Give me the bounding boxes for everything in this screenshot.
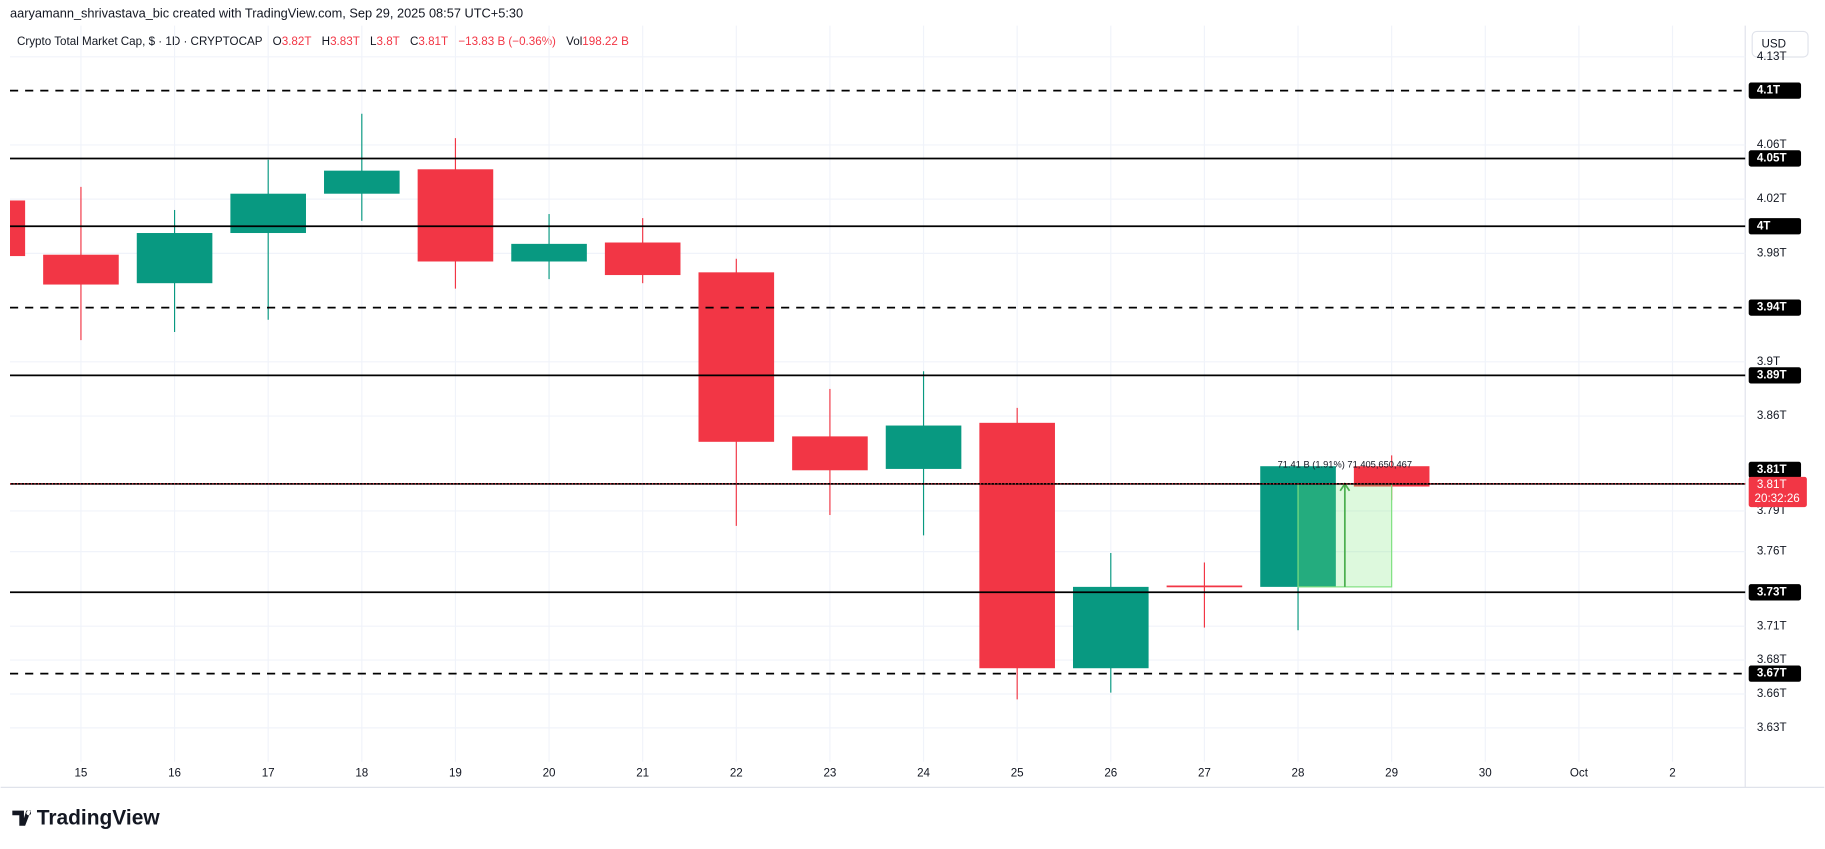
ohlc-key: H [322,35,330,48]
x-tick-label: 29 [1385,766,1398,779]
candle-body [511,243,587,262]
plot [10,113,1430,700]
y-tick-label: 3.63T [1757,721,1787,734]
candle-body [10,200,26,257]
y-tick-label: 4.02T [1757,192,1787,205]
x-tick-label: 25 [1011,766,1024,779]
candle-body [604,242,681,276]
candle-body [979,422,1055,669]
symbol: Crypto Total Market Cap, $ · 1D · CRYPTO… [17,35,263,48]
candle-body [230,193,306,234]
level-label-box [1748,82,1802,99]
ohlc-value: 3.82T [282,35,312,48]
level-label: 3.67T [1757,667,1787,680]
y-tick-label: 3.9T [1757,355,1780,368]
ohlc-key: C [410,35,418,48]
currency[interactable]: USD [1762,37,1787,50]
y-tick-label: 3.79T [1757,504,1787,517]
ohlc-value: 3.8T [377,35,400,48]
level-label: 3.89T [1757,368,1787,381]
candle-body [136,233,213,284]
y-tick-label: 3.76T [1757,545,1787,558]
logo-mark [12,810,31,826]
x-tick-label: 28 [1292,766,1305,779]
x-tick-label: 23 [823,766,836,779]
candle-body [1166,585,1243,588]
candle-body [1072,586,1149,669]
candle-body [417,169,494,262]
y-tick-label: 3.71T [1757,619,1787,632]
ohlc-key: O [273,35,282,48]
ohlc-value: 3.81T [418,35,448,48]
y-tick-label: 4.06T [1757,138,1787,151]
x-tick-label: 26 [1104,766,1117,779]
level-label-box [1748,367,1802,384]
level-label-box [1748,150,1802,167]
measure-label: 71.41 B (1.91%) 71,405,650,467 [1278,460,1412,470]
x-tick-label: 22 [730,766,743,779]
candle-body [1353,466,1430,487]
volume-key: Vol [566,35,582,48]
candle-body [885,425,962,469]
level-label: 4.1T [1757,84,1780,97]
candle-body [698,272,775,442]
level-label: 4T [1757,219,1771,232]
x-tick-label: 16 [168,766,181,779]
x-tick-label: 30 [1479,766,1492,779]
logo: TradingView [12,806,160,829]
candle-body [324,170,400,194]
price-tag [1748,476,1807,508]
y-tick-label: 4.13T [1757,50,1787,63]
volume-value: 198.22 B [582,35,629,48]
ohlc-value: 3.83T [330,35,360,48]
level-label-box [1748,584,1802,601]
price-tag-value: 3.81T [1757,478,1787,491]
candle-body [792,436,868,471]
x-tick-label: 2 [1669,766,1675,779]
x-tick-label: 21 [636,766,649,779]
candle-body [43,254,119,285]
x-tick-label: 24 [917,766,930,779]
level-label-box [1748,299,1802,316]
y-tick-label: 3.66T [1757,687,1787,700]
x-tick-label: 19 [449,766,462,779]
level-label: 3.94T [1757,301,1787,314]
level-label: 4.05T [1757,152,1787,165]
y-tick-label: 3.86T [1757,409,1787,422]
x-tick-label: 18 [355,766,368,779]
level-label-box [1748,218,1802,235]
x-tick-label: 15 [74,766,87,779]
x-tick-label: 27 [1198,766,1211,779]
header: aaryamann_shrivastava_bic created with T… [10,5,523,20]
axes: 4.13T 4.06T 4.02T 3.98T 3.9T 3.86T 3.79T 3.76T 3… [10,50,1807,779]
brand: TradingView [37,806,161,829]
y-tick-label: 3.98T [1757,246,1787,259]
level-label-box [1748,665,1802,682]
level-label-box [1748,461,1802,479]
legend: Crypto Total Market Cap, $ · 1D · CRYPTO… [17,35,629,48]
level-label: 3.81T [1757,463,1787,476]
level-label: 3.73T [1757,585,1787,598]
price-tag-countdown: 20:32:26 [1755,492,1800,505]
change: −13.83 B (−0.36%) [458,35,556,48]
y-tick-label: 3.68T [1757,653,1787,666]
x-tick-label: 17 [262,766,275,779]
x-tick-label: Oct [1570,766,1589,779]
ohlc-key: L [370,35,377,48]
x-tick-label: 20 [543,766,556,779]
currency-button[interactable] [1751,30,1809,58]
